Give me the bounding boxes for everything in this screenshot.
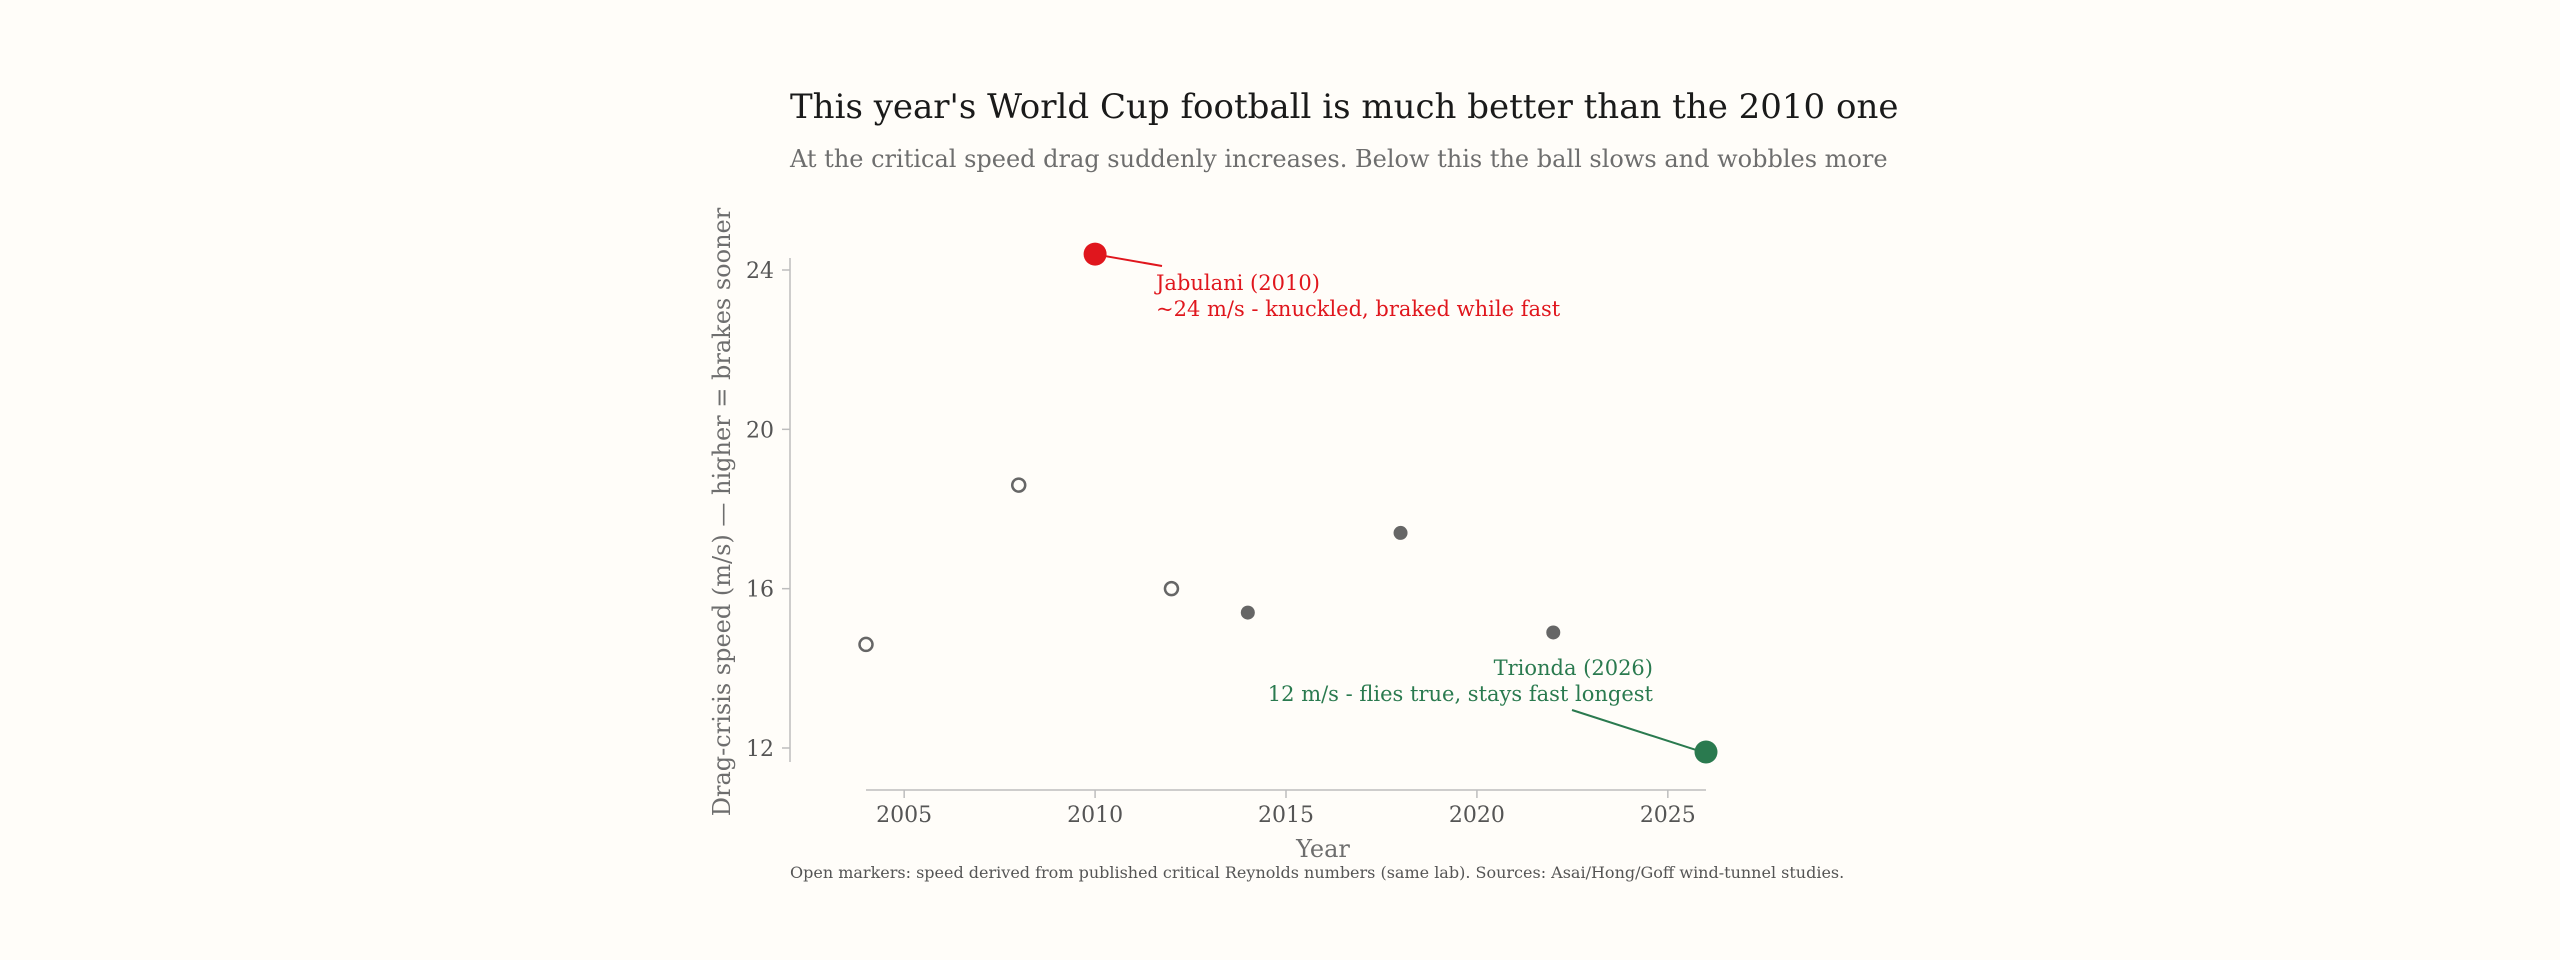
annotation-text: Jabulani (2010) [1154,271,1320,295]
chart-subtitle: At the critical speed drag suddenly incr… [789,145,1888,173]
x-tick-label: 2025 [1640,803,1696,828]
filled-marker-point [1240,605,1255,620]
open-marker-point [1163,580,1180,597]
annotation-text: 12 m/s - flies true, stays fast longest [1268,682,1654,706]
y-axis-label: Drag-crisis speed (m/s) — higher = brake… [708,207,736,816]
x-tick-label: 2020 [1449,803,1505,828]
annotation-connector [1104,255,1163,267]
annotation-connectors [1104,255,1697,751]
y-tick-label: 20 [746,418,774,443]
filled-marker-point [1546,625,1561,640]
chart-title: This year's World Cup football is much b… [790,87,1899,127]
open-marker-point [858,636,874,653]
annotation-connector [1571,709,1697,751]
annotation-text: Trionda (2026) [1494,656,1653,680]
trionda-point [1694,740,1718,764]
y-tick-label: 24 [746,259,774,284]
x-ticks: 2005 2010 2015 2020 2025 [876,790,1696,828]
source-note: Open markers: speed derived from publish… [790,863,1844,882]
data-points [858,242,1718,764]
y-tick-label: 16 [746,578,774,603]
x-axis-label: Year [1295,835,1350,863]
jabulani-point [1083,242,1107,266]
x-tick-label: 2010 [1067,803,1123,828]
annotation-text: ~24 m/s - knuckled, braked while fast [1156,297,1561,321]
y-tick-label: 12 [746,737,774,762]
annotations: Jabulani (2010)~24 m/s - knuckled, brake… [1154,271,1654,706]
y-ticks: 12 16 20 24 [746,259,790,762]
x-tick-label: 2015 [1258,803,1314,828]
x-tick-label: 2005 [876,803,932,828]
open-marker-point [1010,477,1027,493]
filled-marker-point [1393,525,1408,540]
